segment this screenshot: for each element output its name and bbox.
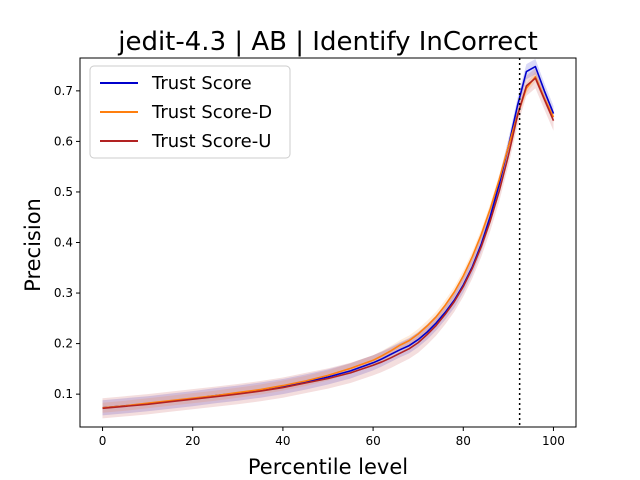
series-line-2: [102, 77, 555, 410]
y-tick-label: 0.3: [54, 286, 73, 300]
legend: Trust Score Trust Score-D Trust Score-U: [89, 65, 291, 159]
x-tick-label: 60: [365, 434, 380, 448]
y-tick-label: 0.2: [54, 337, 73, 351]
y-tick-label: 0.5: [54, 185, 73, 199]
x-tick-label: 40: [275, 434, 290, 448]
y-tick-label: 0.7: [54, 84, 73, 98]
plot-area: 0 20 40 60 80 100 0.1 0.2 0.3 0.4 0.5 0.6 0.7: [54, 57, 577, 448]
x-tick-label: 0: [99, 434, 107, 448]
legend-box: [89, 65, 291, 159]
x-tick-label: 100: [542, 434, 565, 448]
y-tick-label: 0.6: [54, 134, 73, 148]
x-tick-label: 20: [185, 434, 200, 448]
x-tick-label: 80: [456, 434, 471, 448]
chart-title: jedit-4.3 | AB | Identify InCorrect: [117, 27, 538, 57]
series-line-1: [102, 75, 555, 409]
legend-label-0: Trust Score: [151, 73, 252, 94]
y-tick-label: 0.4: [54, 236, 73, 250]
y-tick-label: 0.1: [54, 387, 73, 401]
legend-label-1: Trust Score-D: [151, 102, 272, 123]
y-axis-label: Precision: [21, 198, 45, 292]
legend-label-2: Trust Score-U: [151, 131, 271, 152]
x-axis-label: Percentile level: [248, 455, 408, 479]
